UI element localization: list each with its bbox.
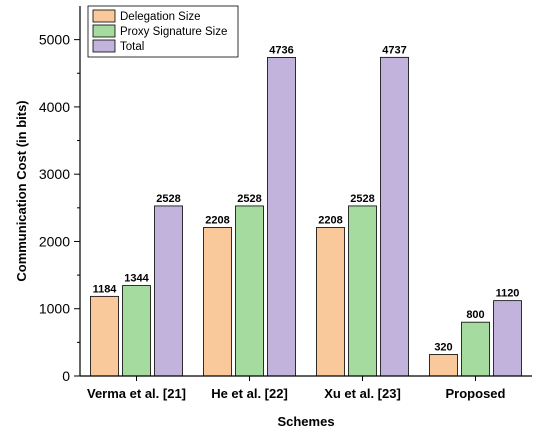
data-label: 1120 bbox=[496, 288, 520, 300]
data-label: 2208 bbox=[318, 214, 342, 226]
x-category-label: Xu et al. [23] bbox=[324, 386, 401, 401]
data-label: 800 bbox=[466, 309, 484, 321]
bar-total bbox=[381, 57, 409, 376]
bar-proxy-signature-size bbox=[349, 206, 377, 376]
y-ticks: 0 1000 2000 3000 4000 5000 bbox=[39, 32, 80, 384]
bars-layer bbox=[91, 57, 522, 376]
legend-swatch bbox=[93, 40, 115, 52]
data-label: 1184 bbox=[93, 283, 118, 295]
bar-proxy-signature-size bbox=[123, 286, 151, 376]
y-tick-label: 5000 bbox=[39, 32, 70, 48]
data-label: 4736 bbox=[269, 44, 293, 56]
legend-entry-label: Delegation Size bbox=[120, 11, 201, 23]
x-category-label: He et al. [22] bbox=[211, 386, 288, 401]
data-label: 1344 bbox=[124, 273, 149, 285]
data-label: 2528 bbox=[350, 193, 374, 205]
bar-delegation-size bbox=[430, 354, 458, 376]
bar-total bbox=[155, 206, 183, 376]
data-label: 2208 bbox=[205, 214, 229, 226]
data-label: 320 bbox=[434, 341, 452, 353]
y-tick-label: 3000 bbox=[39, 166, 70, 182]
bar-delegation-size bbox=[204, 227, 232, 376]
y-tick-label: 0 bbox=[62, 368, 70, 384]
y-tick-label: 4000 bbox=[39, 99, 70, 115]
bar-delegation-size bbox=[91, 296, 119, 376]
bar-proxy-signature-size bbox=[236, 206, 264, 376]
legend-entry-label: Total bbox=[120, 41, 144, 53]
legend-entry-label: Proxy Signature Size bbox=[120, 26, 227, 38]
legend-swatch bbox=[93, 25, 115, 37]
bar-delegation-size bbox=[317, 227, 345, 376]
data-label: 4737 bbox=[382, 44, 406, 56]
x-axis-title: Schemes bbox=[277, 414, 334, 429]
y-tick-label: 2000 bbox=[39, 233, 70, 249]
x-category-label: Verma et al. [21] bbox=[87, 386, 186, 401]
y-axis-title: Communication Cost (in bits) bbox=[14, 100, 29, 281]
x-category-label: Proposed bbox=[446, 386, 506, 401]
bar-total bbox=[494, 301, 522, 376]
legend-swatch bbox=[93, 10, 115, 22]
data-label: 2528 bbox=[237, 193, 261, 205]
data-label: 2528 bbox=[156, 193, 180, 205]
bar-total bbox=[268, 57, 296, 376]
y-tick-label: 1000 bbox=[39, 301, 70, 317]
legend: Delegation Size Proxy Signature Size Total bbox=[88, 6, 238, 57]
x-category-labels: Verma et al. [21] He et al. [22] Xu et al.… bbox=[87, 376, 506, 401]
bar-proxy-signature-size bbox=[462, 322, 490, 376]
